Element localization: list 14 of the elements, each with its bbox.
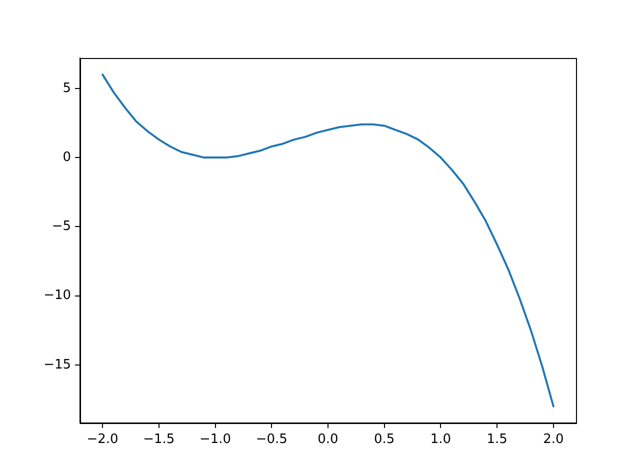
x-tick-label: −1.0 bbox=[199, 432, 232, 448]
y-tick-label: −10 bbox=[44, 288, 71, 304]
x-tick-label: 2.0 bbox=[543, 432, 564, 448]
x-tick-label: 0.5 bbox=[374, 432, 395, 448]
x-tick-label: 1.0 bbox=[430, 432, 452, 448]
x-tick-label: −2.0 bbox=[86, 432, 118, 448]
x-tick-label: 0.0 bbox=[318, 432, 338, 448]
x-tick-label: 1.5 bbox=[486, 432, 508, 448]
x-tick-label: −0.5 bbox=[256, 432, 288, 448]
y-tick-label: 0 bbox=[62, 150, 71, 165]
y-tick-label: −15 bbox=[44, 357, 71, 372]
x-tick-label: −1.5 bbox=[143, 432, 175, 448]
y-tick-label: 5 bbox=[62, 80, 71, 96]
y-tick-label: −5 bbox=[52, 219, 71, 234]
